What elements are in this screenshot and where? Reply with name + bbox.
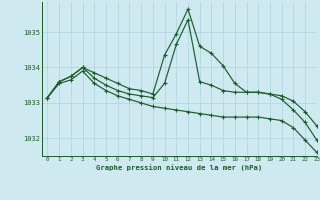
X-axis label: Graphe pression niveau de la mer (hPa): Graphe pression niveau de la mer (hPa) <box>96 164 262 171</box>
